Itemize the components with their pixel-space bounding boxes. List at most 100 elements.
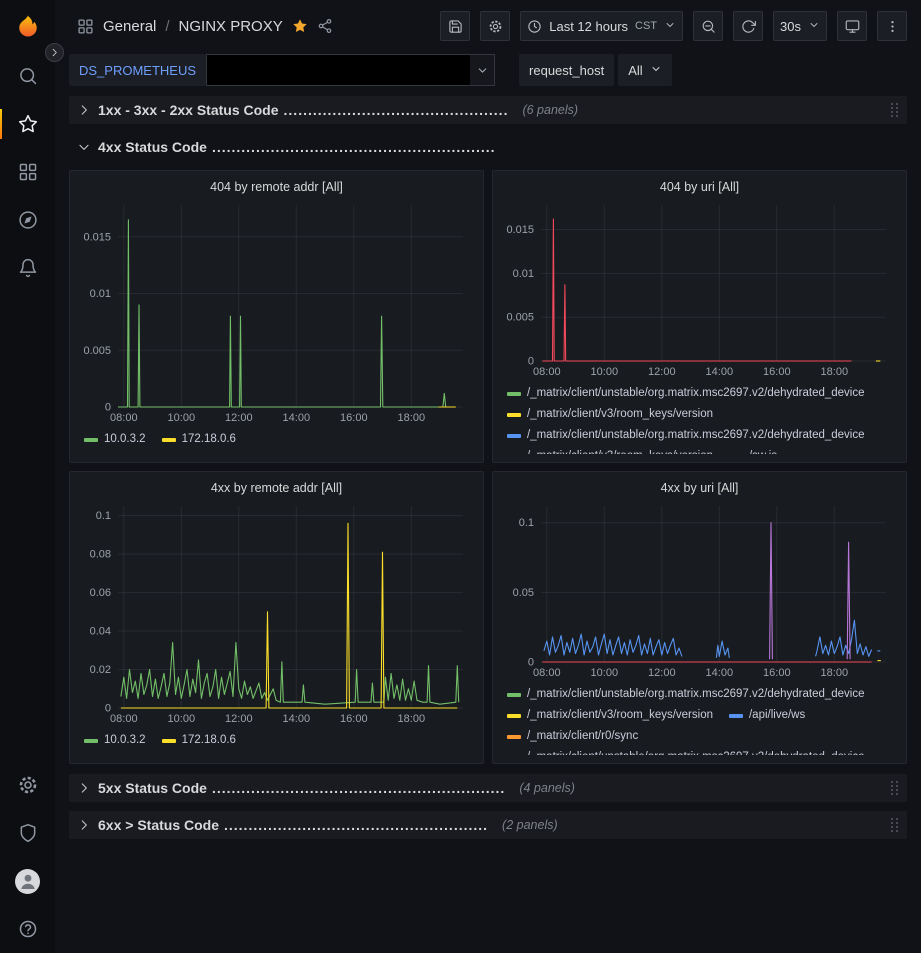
breadcrumb-section[interactable]: General bbox=[103, 17, 157, 35]
row-title: 4xx Status Code bbox=[98, 139, 207, 155]
row-panel-count: (2 panels) bbox=[502, 818, 558, 832]
timeseries-chart[interactable]: 0 0.005 0.01 0.015 08:00 10:00 12:00 14:00 16:00… bbox=[501, 197, 898, 379]
zoom-out-button[interactable] bbox=[693, 11, 724, 41]
dashboard-settings-button[interactable] bbox=[480, 11, 511, 41]
legend-item[interactable]: 172.18.0.6 bbox=[161, 730, 236, 751]
explore-nav-button[interactable] bbox=[0, 196, 55, 244]
breadcrumb: General / NGINX PROXY bbox=[77, 18, 333, 35]
sidebar-expand-button[interactable] bbox=[45, 43, 64, 62]
panel-title[interactable]: 4xx by uri [All] bbox=[660, 481, 739, 495]
svg-text:08:00: 08:00 bbox=[533, 667, 561, 679]
chart-area: 0 0.05 0.1 08:00 10:00 12:00 14:00 16:00 18:00 bbox=[501, 498, 898, 680]
configuration-nav-button[interactable] bbox=[0, 761, 55, 809]
legend-item[interactable]: /_matrix/client/unstable/org.matrix.msc2… bbox=[507, 747, 865, 755]
timeseries-chart[interactable]: 0 0.02 0.04 0.06 0.08 0.1 08:00 10:00 12:00 14:00… bbox=[78, 498, 475, 726]
legend-item[interactable]: 10.0.3.2 bbox=[84, 429, 146, 450]
row-header-4xx[interactable]: 4xx Status Code.........................… bbox=[69, 133, 907, 161]
starred-nav-button[interactable] bbox=[0, 100, 55, 148]
star-icon bbox=[18, 114, 37, 133]
profile-nav-button[interactable] bbox=[0, 857, 55, 905]
panel-grid: 404 by remote addr [All] 0 0.005 0.01 0.015 0… bbox=[69, 170, 907, 764]
legend-swatch bbox=[507, 734, 521, 739]
legend-label: /sw.js bbox=[749, 446, 777, 454]
svg-text:12:00: 12:00 bbox=[225, 412, 253, 424]
panel-4xx-by-remote-addr-all: 4xx by remote addr [All] 0 0.02 0.04 0.06 0.0… bbox=[69, 471, 484, 764]
more-options-button[interactable] bbox=[877, 11, 907, 41]
legend-item[interactable]: 172.18.0.6 bbox=[161, 429, 236, 450]
svg-text:0.015: 0.015 bbox=[83, 231, 111, 243]
gear-icon bbox=[489, 20, 502, 32]
row-drag-handle-icon[interactable] bbox=[889, 780, 899, 796]
svg-text:10:00: 10:00 bbox=[591, 667, 619, 679]
svg-text:08:00: 08:00 bbox=[533, 366, 561, 378]
panel-title[interactable]: 404 by uri [All] bbox=[659, 180, 740, 194]
legend-item[interactable]: /_matrix/client/unstable/org.matrix.msc2… bbox=[507, 383, 865, 404]
legend-item[interactable]: /_matrix/client/v3/room_keys/version bbox=[507, 404, 713, 425]
legend-label: /_matrix/client/v3/room_keys/version bbox=[527, 446, 713, 454]
legend-item[interactable]: /_matrix/client/r0/sync bbox=[507, 726, 638, 747]
legend-swatch bbox=[507, 412, 521, 417]
request-host-variable-label[interactable]: request_host bbox=[519, 54, 615, 86]
panel-title[interactable]: 404 by remote addr [All] bbox=[210, 180, 343, 194]
chevron-down-icon bbox=[650, 63, 662, 78]
svg-text:0.01: 0.01 bbox=[513, 268, 534, 280]
row-header-5xx[interactable]: 5xx Status Code.........................… bbox=[69, 774, 907, 802]
dashboards-nav-button[interactable] bbox=[0, 148, 55, 196]
grafana-logo[interactable] bbox=[0, 0, 55, 52]
help-nav-button[interactable] bbox=[0, 905, 55, 953]
user-silhouette-icon bbox=[20, 874, 35, 889]
panel-404-by-remote-addr-all: 404 by remote addr [All] 0 0.005 0.01 0.015 0… bbox=[69, 170, 484, 463]
legend-item[interactable]: /_matrix/client/unstable/org.matrix.msc2… bbox=[507, 684, 865, 705]
breadcrumb-separator: / bbox=[165, 17, 170, 35]
chart-area: 0 0.005 0.01 0.015 08:00 10:00 12:00 14:00 16:00… bbox=[501, 197, 898, 379]
time-range-picker[interactable]: Last 12 hours CST bbox=[520, 11, 684, 41]
alerting-nav-button[interactable] bbox=[0, 244, 55, 292]
panel-title[interactable]: 4xx by remote addr [All] bbox=[210, 481, 343, 495]
timeseries-chart[interactable]: 0 0.005 0.01 0.015 08:00 10:00 12:00 14:00 16:00… bbox=[78, 197, 475, 425]
save-icon bbox=[449, 19, 462, 33]
refresh-interval-dropdown[interactable]: 30s bbox=[773, 11, 827, 41]
tv-mode-button[interactable] bbox=[837, 11, 867, 41]
request-host-variable-select[interactable]: All bbox=[618, 54, 672, 86]
legend-label: 172.18.0.6 bbox=[181, 734, 236, 746]
search-nav-button[interactable] bbox=[0, 52, 55, 100]
row-header-1xx-3xx-2xx[interactable]: 1xx - 3xx - 2xx Status Code.............… bbox=[69, 96, 907, 124]
redacted-value bbox=[207, 55, 471, 85]
legend-label: 10.0.3.2 bbox=[104, 734, 146, 746]
datasource-variable-label[interactable]: DS_PROMETHEUS bbox=[69, 54, 207, 86]
svg-text:0.06: 0.06 bbox=[90, 587, 111, 599]
legend-item[interactable]: /_matrix/client/v3/room_keys/version bbox=[507, 705, 713, 726]
row-drag-handle-icon[interactable] bbox=[889, 102, 899, 118]
svg-text:16:00: 16:00 bbox=[763, 667, 791, 679]
question-circle-icon bbox=[19, 920, 36, 938]
save-dashboard-button[interactable] bbox=[440, 11, 471, 41]
datasource-variable-select[interactable] bbox=[206, 54, 496, 86]
legend-item[interactable]: /_matrix/client/v3/room_keys/version bbox=[507, 446, 713, 454]
legend-swatch bbox=[507, 391, 521, 396]
svg-text:08:00: 08:00 bbox=[110, 412, 138, 424]
row-title: 5xx Status Code bbox=[98, 780, 207, 796]
svg-text:0: 0 bbox=[105, 402, 111, 414]
share-icon[interactable] bbox=[317, 18, 333, 34]
row-header-6xx[interactable]: 6xx > Status Code.......................… bbox=[69, 811, 907, 839]
row-drag-handle-icon[interactable] bbox=[889, 817, 899, 833]
row-title-dots: ........................................… bbox=[211, 780, 506, 796]
chevron-down-icon bbox=[808, 19, 820, 34]
legend-item[interactable]: /api/live/ws bbox=[728, 705, 805, 726]
panel-legend: /_matrix/client/unstable/org.matrix.msc2… bbox=[501, 680, 898, 755]
row-panel-count: (4 panels) bbox=[519, 781, 575, 795]
legend-item[interactable]: /_matrix/client/unstable/org.matrix.msc2… bbox=[507, 425, 865, 446]
favorite-star-icon[interactable] bbox=[292, 18, 308, 34]
legend-item[interactable]: 10.0.3.2 bbox=[84, 730, 146, 751]
svg-text:0.005: 0.005 bbox=[83, 345, 111, 357]
breadcrumb-dashboard-title[interactable]: NGINX PROXY bbox=[178, 17, 283, 35]
timeseries-chart[interactable]: 0 0.05 0.1 08:00 10:00 12:00 14:00 16:00 18:00 bbox=[501, 498, 898, 680]
svg-text:18:00: 18:00 bbox=[398, 412, 426, 424]
refresh-icon bbox=[741, 19, 756, 33]
legend-label: /_matrix/client/unstable/org.matrix.msc2… bbox=[527, 429, 865, 441]
legend-item[interactable]: /sw.js bbox=[729, 446, 777, 454]
server-admin-nav-button[interactable] bbox=[0, 809, 55, 857]
svg-text:18:00: 18:00 bbox=[398, 713, 426, 725]
refresh-button[interactable] bbox=[733, 11, 764, 41]
svg-text:14:00: 14:00 bbox=[706, 667, 734, 679]
